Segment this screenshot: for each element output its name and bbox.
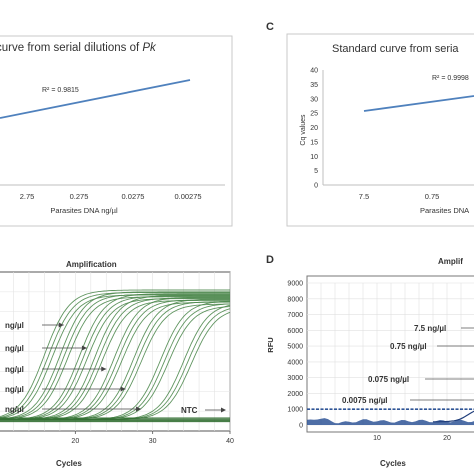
panel-a-annotation-arrowhead [120, 386, 126, 392]
panel-c-x-axis-label: Parasites DNA [420, 206, 469, 215]
panel-b-x-axis-label: Parasites DNA ng/µl [50, 206, 118, 215]
panel-b-x-tick: 0.275 [70, 192, 89, 201]
panel-a-annotation-label: ng/µl [5, 385, 24, 394]
panel-a-annotation-arrowhead [81, 345, 87, 351]
panel-c-y-axis-label: Cq values [300, 114, 307, 146]
panel-a-x-tick-labels: 20 30 40 [71, 431, 234, 445]
panel-c-y-tick-labels: 0 5 10 15 20 25 30 35 40 [310, 68, 318, 190]
panel-a-ntc-arrowhead [221, 407, 226, 413]
panel-b-title: curve from serial dilutions of Pk [0, 42, 157, 54]
panel-c-x-tick: 7.5 [359, 192, 369, 201]
panel-c-x-tick-labels: 7.5 0.75 [359, 192, 440, 201]
panel-c-y-tick: 35 [310, 82, 318, 89]
panel-c-y-tick: 5 [314, 168, 318, 175]
panel-d-y-tick: 2000 [287, 391, 303, 398]
panel-c-letter: C [266, 21, 274, 33]
panel-c-y-tick: 40 [310, 68, 318, 75]
panel-d-annotation-label: 0.75 ng/µl [390, 342, 427, 351]
panel-a-annotation-label: ng/µl [5, 344, 24, 353]
panel-d-y-tick: 8000 [287, 296, 303, 303]
panel-d-title: Amplif [438, 257, 463, 266]
panel-d-baseline-band [307, 418, 474, 425]
panel-a-x-tick: 40 [226, 438, 234, 445]
panel-d-y-tick: 1000 [287, 407, 303, 414]
panel-a-amplification-curve [0, 291, 230, 420]
panel-b: curve from serial dilutions of Pk R² = 0… [0, 35, 233, 227]
panel-d-annotation-label: 0.0075 ng/µl [342, 396, 388, 405]
panel-a-amplification-curve [0, 296, 230, 420]
panel-a-annotation-arrowhead [58, 322, 64, 328]
panel-d-x-tick: 10 [373, 435, 381, 442]
panel-a-amplification-curve [0, 295, 230, 421]
panel-c-trendline [363, 95, 474, 112]
panel-a-ntc-label: NTC [181, 406, 198, 415]
panel-a-amplification-curve [0, 289, 230, 417]
panel-c-r2: R² = 0.9998 [432, 75, 469, 82]
panel-a-curves [0, 289, 231, 423]
panel-a-annotation-arrowhead [101, 366, 107, 372]
panel-d-y-tick: 9000 [287, 281, 303, 288]
panel-b-frame [0, 35, 233, 227]
panel-d-y-tick: 6000 [287, 328, 303, 335]
panel-a-annotation-label: ng/µl [5, 405, 24, 414]
panel-a-amplification-curve [0, 294, 230, 419]
panel-d-x-axis-label: Cycles [380, 459, 406, 468]
panel-a-title: Amplification [66, 260, 117, 269]
panel-d-y-axis-label: RFU [266, 337, 275, 352]
panel-d-annotation-label: 7.5 ng/µl [414, 324, 446, 333]
panel-d-x-tick-labels: 10 20 [373, 435, 451, 442]
panel-d-y-tick: 4000 [287, 359, 303, 366]
panel-d-y-tick: 5000 [287, 344, 303, 351]
panel-b-x-tick: 0.00275 [174, 192, 201, 201]
panel-a-annotation-label: ng/µl [5, 365, 24, 374]
panel-d-letter: D [266, 254, 274, 266]
panel-c-y-tick: 10 [310, 154, 318, 161]
panel-c-y-tick: 20 [310, 125, 318, 132]
panel-c: C Standard curve from seria 0 5 10 15 20 25 30… [266, 21, 474, 227]
panel-b-x-tick-labels: 2.75 0.275 0.0275 0.00275 [20, 192, 202, 201]
panel-a-x-tick: 30 [149, 438, 157, 445]
panel-c-frame [286, 33, 474, 227]
panel-c-title: Standard curve from seria [332, 43, 459, 55]
panel-a-annotation-label: ng/µl [5, 321, 24, 330]
panel-d-x-tick: 20 [443, 435, 451, 442]
panel-c-y-tick: 25 [310, 111, 318, 118]
panel-d-y-tick-labels: 0 1000 2000 3000 4000 5000 6000 7000 8000 9000 [287, 281, 303, 430]
panel-d-y-tick: 3000 [287, 375, 303, 382]
panel-c-y-tick: 15 [310, 139, 318, 146]
panel-d-y-tick: 0 [299, 423, 303, 430]
panel-d: D Amplif 0 1000 2000 3000 4000 5000 6000 7000 80… [266, 254, 474, 468]
panel-b-r2: R² = 0.9815 [42, 87, 79, 94]
panel-c-y-tick: 0 [314, 183, 318, 190]
panel-a-x-tick: 20 [71, 438, 79, 445]
panel-a-x-axis-label: Cycles [56, 459, 82, 468]
panel-b-x-tick: 2.75 [20, 192, 35, 201]
panel-a-annotation-arrowhead [136, 406, 142, 412]
panel-a-amplification: Amplification ng/µl ng/µl ng/µl ng/µl ng/µl N… [0, 260, 234, 468]
panel-b-x-tick: 0.0275 [122, 192, 145, 201]
panel-c-x-tick: 0.75 [425, 192, 440, 201]
panel-d-y-tick: 7000 [287, 312, 303, 319]
panel-a-annotations: ng/µl ng/µl ng/µl ng/µl ng/µl NTC [5, 321, 226, 415]
panel-d-annotations: 7.5 ng/µl 0.75 ng/µl 0.075 ng/µl 0.0075 ng/… [342, 324, 474, 405]
panel-d-annotation-label: 0.075 ng/µl [368, 375, 409, 384]
panel-a-amplification-curve [0, 293, 230, 421]
panel-a-amplification-curve [0, 293, 230, 420]
panel-b-trendline [0, 79, 191, 119]
panel-c-y-tick: 30 [310, 96, 318, 103]
